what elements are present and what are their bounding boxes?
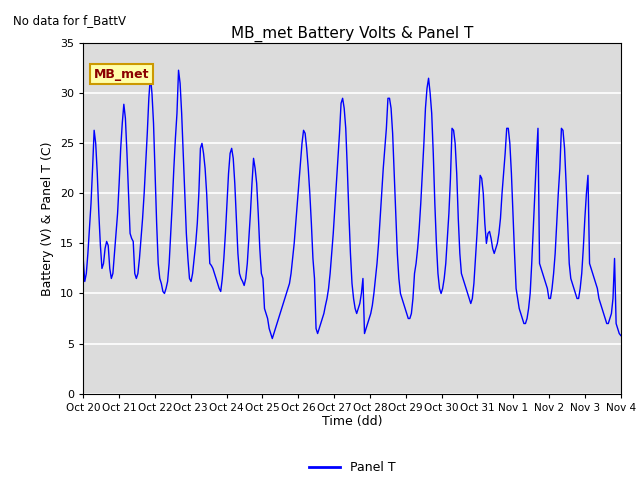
- Text: MB_met: MB_met: [94, 68, 150, 81]
- Legend: Panel T: Panel T: [303, 456, 401, 479]
- X-axis label: Time (dd): Time (dd): [322, 415, 382, 429]
- Y-axis label: Battery (V) & Panel T (C): Battery (V) & Panel T (C): [42, 141, 54, 296]
- Text: No data for f_BattV: No data for f_BattV: [13, 14, 126, 27]
- Title: MB_met Battery Volts & Panel T: MB_met Battery Volts & Panel T: [231, 25, 473, 42]
